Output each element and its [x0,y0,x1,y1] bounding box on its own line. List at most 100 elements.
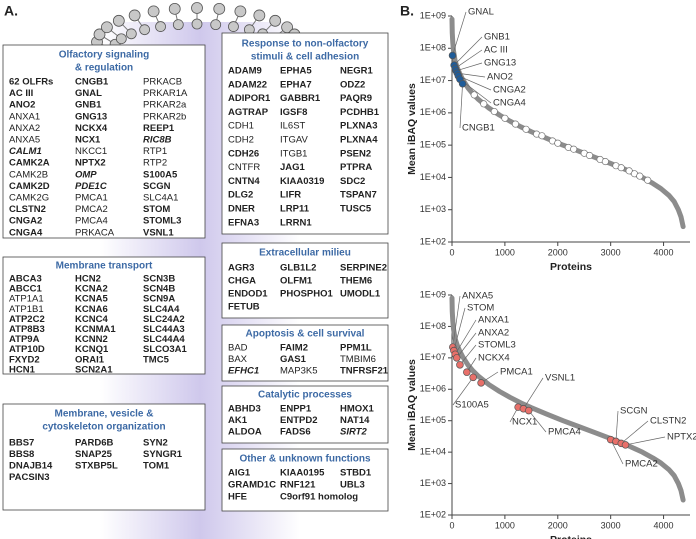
gene-name: KCNA5 [75,294,108,305]
y-tick-label: 1E+05 [420,140,446,150]
point-label: ANXA2 [478,328,509,339]
gene-name: PAQR9 [340,93,372,104]
gene-name: SLC44A4 [143,334,185,345]
lipid-head [172,19,184,31]
y-tick-label: 1E+08 [420,321,446,331]
lipid-head [228,21,239,32]
gene-name: PTPRA [340,162,372,173]
open-point [636,172,644,180]
box-frame [221,385,389,444]
gene-name: PRKACB [143,77,182,88]
gene-name: LRP11 [280,204,310,215]
gene-name: SCN4B [143,284,175,295]
open-point [480,100,488,108]
gene-name: ANXA2 [9,123,40,134]
gene-name: THEM6 [340,276,372,287]
gene-name: TMC5 [143,354,170,365]
gene-name: GNAL [75,88,102,99]
y-tick-label: 1E+07 [420,352,446,362]
gene-name: KCNN2 [75,334,108,345]
gene-name: SYNGR1 [143,449,183,460]
lipid-head [128,9,141,22]
lipid-head [191,2,203,14]
gene-name: ENPP1 [280,404,312,415]
gene-name: DNAJB14 [9,461,53,472]
gene-name: GLB1L2 [280,263,316,274]
gene-name: ITGAV [280,135,308,146]
gene-name: ABCA3 [9,274,42,285]
gene-name: CLSTN2 [9,204,46,215]
label-leader [615,410,619,442]
highlight-point [469,373,477,382]
gene-name: ATP9A [9,334,40,345]
lipid-head [93,28,106,41]
gene-name: SNAP25 [75,449,113,460]
point-label: AC III [484,45,508,56]
point-label: PMCA1 [500,367,533,378]
label-leader [625,436,666,446]
point-label: PMCA2 [625,459,658,470]
label-leader [452,11,467,56]
gene-name: NPTX2 [75,158,106,169]
gene-name: PHOSPHO1 [280,289,334,300]
gene-name: PRKAR2a [143,100,187,111]
y-tick-label: 1E+05 [420,415,446,425]
box-title: Other & unknown functions [239,454,371,465]
gene-name: PCDHB1 [340,107,380,118]
gene-name: CAMK2D [9,181,50,192]
gene-name: GNG13 [75,111,107,122]
gene-name: ANXA1 [9,111,40,122]
gene-name: ODZ2 [340,79,365,90]
gene-name: PLXNA3 [340,121,377,132]
lipid-head [234,5,247,18]
point-label: CLSTN2 [650,416,686,427]
gene-name: CNGB1 [75,77,109,88]
box-frame [221,448,389,512]
lipid-head [213,2,226,15]
box-frame [221,242,389,319]
gene-name: PARD6B [75,438,113,449]
label-leader [454,49,483,69]
point-label: NPTX2 [667,432,696,443]
gene-name: PPM1L [340,343,372,354]
y-tick-label: 1E+02 [420,509,446,519]
y-tick-label: 1E+03 [420,204,446,214]
gene-name: EFHC1 [228,366,259,377]
gene-name: FXYD2 [9,354,40,365]
lipid-head [155,21,166,32]
gene-name: AC III [9,88,33,99]
gene-name: LRRN1 [280,217,312,228]
x-tick-label: 4000 [654,247,674,257]
point-label: GNG13 [484,58,516,69]
open-point [490,107,498,116]
y-tick-label: 1E+06 [420,107,446,117]
gene-name: RTP1 [143,146,167,157]
open-point [617,164,625,172]
point-label: NCKX4 [478,353,510,364]
gene-name: ALDOA [228,427,262,438]
gene-name: STOM [143,204,170,215]
box-title: Apoptosis & cell survival [246,329,365,340]
x-tick-label: 3000 [601,247,621,257]
gene-name: CNGA4 [9,227,43,238]
gene-name: CAMK2G [9,193,49,204]
panel-label: A. [4,3,18,19]
gene-name: GNB1 [75,100,102,111]
highlight-point [477,379,485,387]
gene-name: DNER [228,204,255,215]
box-frame [2,44,206,239]
gene-name: ATP1B1 [9,304,44,315]
gene-name: STXBP5L [75,461,118,472]
gene-name: ENDOD1 [228,289,268,300]
point-label: ANO2 [487,72,513,83]
y-tick-label: 1E+09 [420,10,446,20]
point-label: PMCA4 [548,427,581,438]
gene-name: NAT14 [340,415,370,426]
y-tick-label: 1E+04 [420,172,446,182]
highlight-point [456,361,464,369]
gene-name: EPHA7 [280,79,312,90]
y-tick-label: 1E+03 [420,478,446,488]
gene-name: EFNA3 [228,217,259,228]
gene-name: ANO2 [9,100,35,111]
